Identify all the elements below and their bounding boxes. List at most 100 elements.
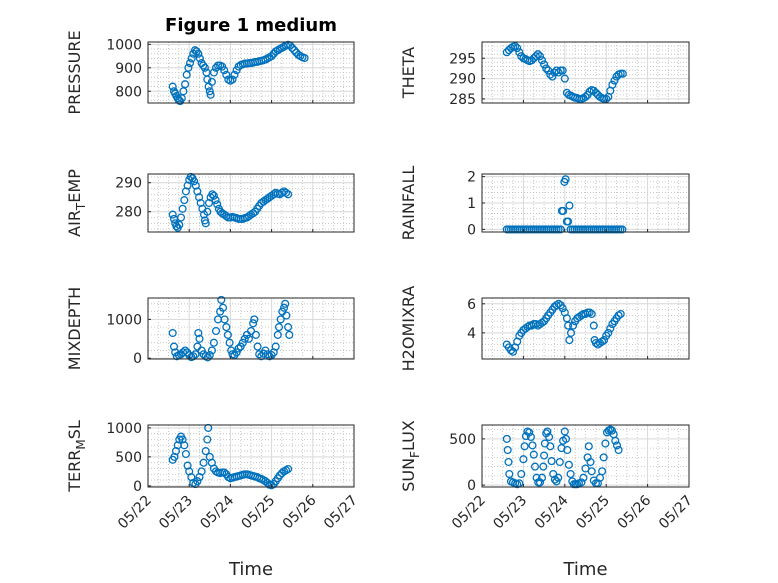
data-point xyxy=(199,458,208,467)
axes-box xyxy=(147,424,355,488)
y-axis-label: THETA xyxy=(399,47,418,99)
data-series xyxy=(502,299,625,356)
subplot-theta: 285 290 295 THETA xyxy=(399,41,690,108)
axes-box xyxy=(481,41,690,104)
y-tick-label: 0 xyxy=(467,478,476,494)
data-point xyxy=(537,56,547,65)
data-point xyxy=(175,220,184,229)
data-series xyxy=(168,172,293,232)
y-tick-label: 1 xyxy=(467,196,476,212)
data-point xyxy=(211,326,221,336)
data-point xyxy=(589,321,598,330)
data-point xyxy=(197,467,206,476)
data-point xyxy=(529,450,538,459)
y-tick-label: 290 xyxy=(449,72,476,88)
data-point xyxy=(503,445,512,455)
data-point xyxy=(587,467,596,476)
data-point xyxy=(527,56,536,65)
data-point xyxy=(517,469,526,479)
data-point xyxy=(180,441,189,450)
data-point xyxy=(591,88,600,97)
data-point xyxy=(526,432,535,442)
data-point xyxy=(279,303,289,312)
data-point xyxy=(290,46,299,55)
data-point xyxy=(598,337,607,346)
data-point xyxy=(208,190,217,199)
data-point xyxy=(267,52,276,61)
data-point xyxy=(200,63,209,72)
axes-box xyxy=(147,297,355,360)
y-tick-label: 4 xyxy=(467,326,476,342)
y-tick-label: 900 xyxy=(115,61,142,77)
data-point xyxy=(610,76,619,85)
data-point xyxy=(562,314,571,323)
data-point xyxy=(535,478,545,487)
data-point xyxy=(552,477,561,486)
data-point xyxy=(220,66,229,75)
data-point xyxy=(535,52,545,61)
data-point xyxy=(561,434,571,443)
y-tick-label: 280 xyxy=(115,205,142,221)
data-point xyxy=(234,62,243,71)
data-point xyxy=(554,473,563,482)
data-point xyxy=(530,462,540,471)
data-point xyxy=(612,441,622,450)
data-point xyxy=(505,469,514,479)
data-point xyxy=(199,61,208,70)
data-point xyxy=(554,68,563,77)
data-point xyxy=(195,193,204,202)
data-point xyxy=(269,190,278,199)
data-point xyxy=(236,342,245,351)
data-point xyxy=(275,471,284,480)
data-point xyxy=(564,321,573,330)
data-point xyxy=(606,324,615,333)
data-point xyxy=(246,326,256,336)
data-point xyxy=(566,328,576,337)
data-point xyxy=(181,80,190,89)
x-axis-label: Time xyxy=(228,559,273,580)
data-point xyxy=(179,87,188,96)
data-point xyxy=(195,54,204,63)
data-point xyxy=(249,319,258,328)
data-point xyxy=(560,74,569,83)
grid-lines xyxy=(481,41,690,104)
data-point xyxy=(504,457,513,467)
data-point xyxy=(511,42,520,51)
data-point xyxy=(168,328,177,338)
subplot-pressure: 800 900 1000 PRESSURE xyxy=(65,30,355,115)
data-point xyxy=(168,210,177,219)
data-point xyxy=(519,455,528,464)
data-point xyxy=(187,54,196,63)
data-point xyxy=(508,347,518,356)
data-point xyxy=(209,68,218,77)
data-point xyxy=(569,321,578,330)
data-point xyxy=(566,469,575,479)
data-point xyxy=(203,435,212,444)
data-point xyxy=(178,204,187,213)
data-point xyxy=(555,457,564,467)
data-point xyxy=(253,342,262,351)
data-point xyxy=(201,447,210,456)
y-tick-label: 285 xyxy=(449,92,476,108)
data-point xyxy=(228,75,237,84)
data-point xyxy=(207,346,216,355)
data-point xyxy=(542,64,551,73)
data-point xyxy=(528,441,537,450)
data-point xyxy=(213,200,222,209)
data-point xyxy=(554,299,563,308)
data-point xyxy=(220,468,229,477)
data-point xyxy=(244,334,253,343)
data-point xyxy=(284,190,293,199)
data-point xyxy=(502,434,511,443)
data-point xyxy=(240,334,249,343)
data-point xyxy=(205,87,214,96)
data-point xyxy=(601,439,610,448)
data-point xyxy=(545,432,554,442)
y-axis-label: TERRMSL xyxy=(65,420,88,493)
data-point xyxy=(523,322,532,332)
data-point xyxy=(547,457,556,466)
data-point xyxy=(540,60,549,69)
data-point xyxy=(206,90,215,99)
data-series xyxy=(502,42,627,103)
data-point xyxy=(618,225,627,234)
